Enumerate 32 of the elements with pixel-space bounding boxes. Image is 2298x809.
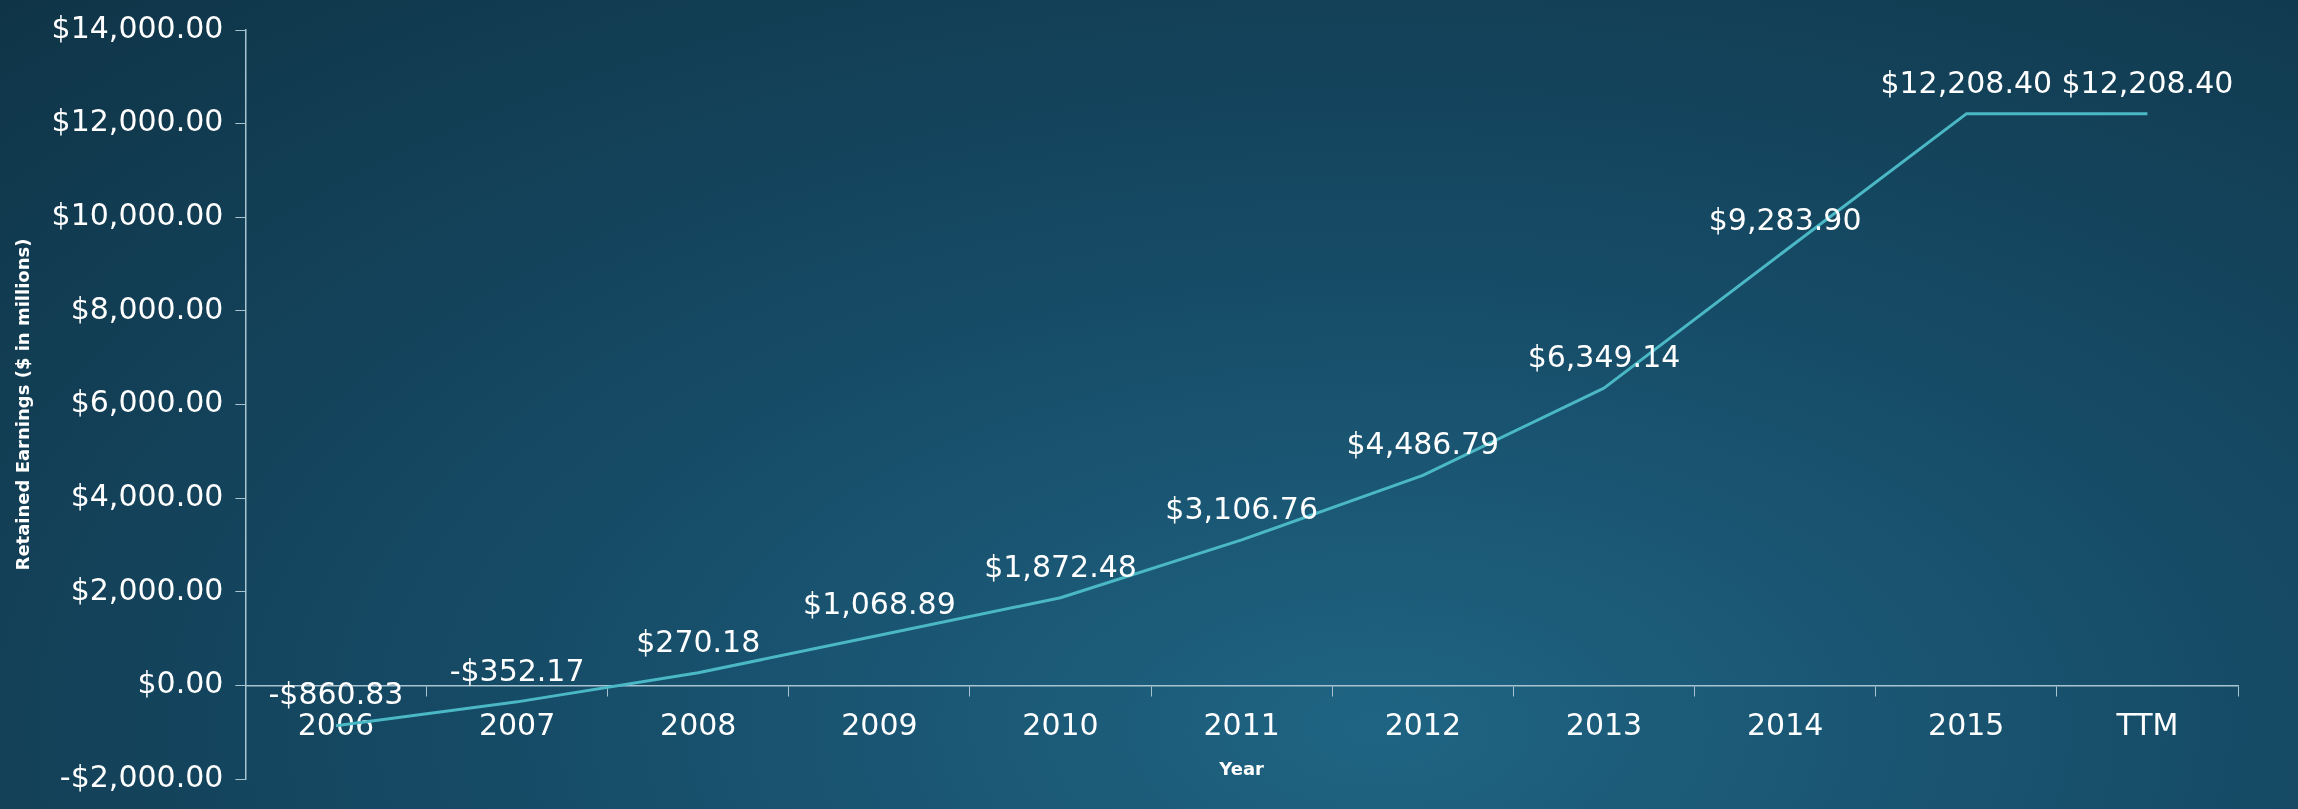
data-label: $4,486.79 <box>1346 426 1500 462</box>
y-axis-title: Retained Earnings ($ in millions) <box>12 238 34 571</box>
y-tick-label: $8,000.00 <box>70 290 224 326</box>
data-label: $1,872.48 <box>984 548 1137 584</box>
y-tick-label: $2,000.00 <box>70 571 224 607</box>
x-tick-label: 2013 <box>1565 707 1643 743</box>
y-tick-label: $12,000.00 <box>51 103 224 139</box>
data-label: -$352.17 <box>449 652 585 688</box>
data-label: -$860.83 <box>268 676 404 712</box>
x-tick-label: 2012 <box>1384 707 1462 743</box>
x-tick-label: TTM <box>2115 707 2179 743</box>
y-tick-label: $6,000.00 <box>70 384 224 420</box>
data-label: $12,208.40 <box>2061 64 2234 100</box>
y-tick-label: -$2,000.00 <box>59 758 224 794</box>
y-tick-label: $0.00 <box>137 665 224 701</box>
data-label: $270.18 <box>636 623 761 659</box>
x-tick-label: 2011 <box>1203 707 1280 743</box>
x-tick-label: 2010 <box>1022 707 1099 743</box>
y-tick-label: $14,000.00 <box>51 9 224 45</box>
data-label: $6,349.14 <box>1527 338 1681 374</box>
x-axis-title: Year <box>1218 757 1265 779</box>
y-tick-label: $4,000.00 <box>70 477 224 513</box>
y-tick-label: $10,000.00 <box>51 197 224 233</box>
data-label: $3,106.76 <box>1165 490 1319 526</box>
data-label: $1,068.89 <box>803 586 956 622</box>
x-tick-label: 2007 <box>478 707 556 743</box>
data-label: $12,208.40 <box>1880 64 2053 100</box>
x-tick-label: 2015 <box>1928 707 2005 743</box>
data-label: $9,283.90 <box>1708 201 1862 237</box>
x-tick-label: 2009 <box>841 707 918 743</box>
x-tick-label: 2014 <box>1746 707 1824 743</box>
x-tick-label: 2008 <box>660 707 737 743</box>
